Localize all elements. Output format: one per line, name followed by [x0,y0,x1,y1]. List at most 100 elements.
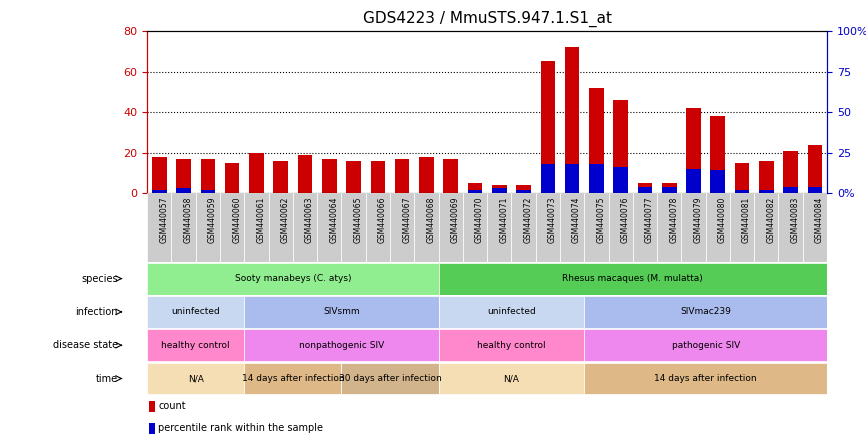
Text: species: species [81,274,118,284]
Bar [759,161,773,193]
Bar [492,188,507,193]
Text: GSM440081: GSM440081 [742,197,751,243]
Bar [196,193,220,262]
Bar [147,263,438,295]
Bar [468,190,482,193]
Bar [536,193,560,262]
Bar [438,329,585,361]
Text: disease state: disease state [53,340,118,350]
Text: 14 days after infection: 14 days after infection [242,374,344,383]
Text: 14 days after infection: 14 days after infection [655,374,757,383]
Text: GSM440061: GSM440061 [256,197,266,243]
Text: GSM440077: GSM440077 [645,197,654,243]
Bar [706,193,730,262]
Bar [657,193,682,262]
Bar [734,163,749,193]
Bar [779,193,803,262]
Bar [147,329,244,361]
Bar [419,157,434,193]
Text: GSM440064: GSM440064 [329,197,339,243]
Bar [512,193,536,262]
Bar [341,193,365,262]
Text: GSM440071: GSM440071 [500,197,508,243]
Bar [438,263,827,295]
Bar [784,186,798,193]
Bar [609,193,633,262]
Bar [395,159,410,193]
Bar [686,169,701,193]
Text: uninfected: uninfected [171,307,220,317]
Text: GSM440065: GSM440065 [353,197,363,243]
Text: Sooty manabeys (C. atys): Sooty manabeys (C. atys) [235,274,351,283]
Bar [759,190,773,193]
Bar [293,193,317,262]
Text: GSM440059: GSM440059 [208,197,216,243]
Bar [516,185,531,193]
Text: GSM440073: GSM440073 [548,197,557,243]
Text: SIVmac239: SIVmac239 [680,307,731,317]
Bar [585,329,827,361]
Bar [686,108,701,193]
Bar [637,183,652,193]
Bar [298,155,313,193]
Text: GSM440063: GSM440063 [305,197,314,243]
Bar [585,296,827,328]
Text: time: time [96,373,118,384]
Bar [390,193,414,262]
Bar [244,362,341,395]
Bar [633,193,657,262]
Bar [149,401,155,412]
Bar [365,193,390,262]
Bar [808,186,822,193]
Bar [662,186,676,193]
Text: GSM440084: GSM440084 [815,197,824,243]
Bar [589,88,604,193]
Bar [274,161,288,193]
Text: uninfected: uninfected [487,307,536,317]
Text: pathogenic SIV: pathogenic SIV [671,341,740,350]
Bar [560,193,585,262]
Text: GSM440072: GSM440072 [524,197,533,243]
Bar [540,164,555,193]
Bar [438,362,585,395]
Bar [147,193,171,262]
Bar [414,193,438,262]
Bar [149,423,155,434]
Bar [803,193,827,262]
Bar [613,167,628,193]
Bar [438,193,462,262]
Bar [201,190,215,193]
Bar [443,159,458,193]
Text: GSM440079: GSM440079 [694,197,702,243]
Bar [468,183,482,193]
Bar [565,164,579,193]
Text: Rhesus macaques (M. mulatta): Rhesus macaques (M. mulatta) [562,274,703,283]
Text: GSM440080: GSM440080 [718,197,727,243]
Bar [177,188,191,193]
Bar [177,159,191,193]
Bar [220,193,244,262]
Text: healthy control: healthy control [161,341,230,350]
Text: GSM440083: GSM440083 [791,197,799,243]
Bar [662,183,676,193]
Text: nonpathogenic SIV: nonpathogenic SIV [299,341,385,350]
Bar [710,170,725,193]
Bar [516,190,531,193]
Text: GSM440060: GSM440060 [232,197,242,243]
Bar [585,193,609,262]
Bar [249,153,264,193]
Bar [613,100,628,193]
Bar [492,185,507,193]
Text: GSM440082: GSM440082 [766,197,775,243]
Bar [225,163,240,193]
Bar [710,116,725,193]
Bar [754,193,779,262]
Text: GSM440074: GSM440074 [572,197,581,243]
Text: GSM440070: GSM440070 [475,197,484,243]
Bar [734,190,749,193]
Text: GSM440057: GSM440057 [159,197,168,243]
Bar [152,190,166,193]
Bar [682,193,706,262]
Bar [540,61,555,193]
Text: count: count [158,401,185,411]
